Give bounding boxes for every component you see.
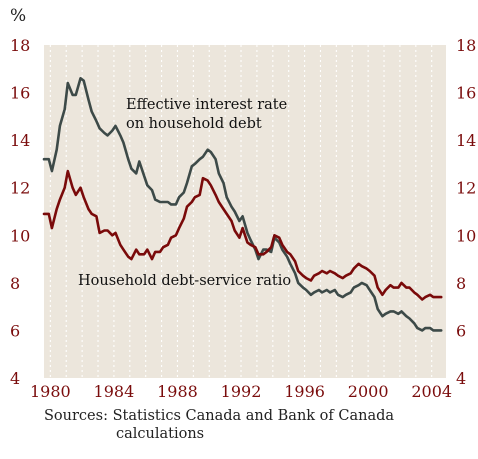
source-note: Sources: Statistics Canada and Bank of C… bbox=[44, 407, 464, 443]
y-tick-label-left: 12 bbox=[10, 179, 30, 198]
x-tick-label: 1996 bbox=[284, 382, 325, 400]
series-line-debt-service-ratio bbox=[42, 169, 443, 301]
series-label-interest-line2: on household debt bbox=[126, 116, 262, 132]
y-tick-label-right: 16 bbox=[456, 84, 476, 103]
x-tick-label: 1988 bbox=[157, 382, 198, 400]
series-line-interest-rate bbox=[42, 77, 443, 332]
x-axis: 1980 1984 1988 1992 1996 2000 2004 bbox=[30, 382, 452, 400]
line-chart: 4 6 8 10 12 14 16 18 4 6 8 10 12 14 16 18 1980 1984 1988… bbox=[10, 36, 476, 400]
y-tick-label-left: 10 bbox=[10, 226, 30, 245]
y-tick-label-left: 6 bbox=[10, 321, 20, 340]
x-tick-label: 2000 bbox=[348, 382, 389, 400]
y-tick-label-right: 4 bbox=[456, 369, 466, 388]
unit-label: % bbox=[10, 6, 27, 26]
y-tick-label-left: 4 bbox=[10, 369, 20, 388]
y-axis-right: 4 6 8 10 12 14 16 18 bbox=[456, 36, 476, 388]
source-line-2: calculations bbox=[116, 426, 205, 442]
y-tick-label-right: 10 bbox=[456, 226, 476, 245]
x-tick-label: 1980 bbox=[30, 382, 71, 400]
y-tick-label-right: 12 bbox=[456, 179, 476, 198]
plot-area bbox=[44, 45, 446, 378]
series-lines bbox=[42, 77, 443, 332]
y-tick-label-right: 18 bbox=[456, 36, 476, 55]
source-line-1: Sources: Statistics Canada and Bank of C… bbox=[44, 408, 395, 424]
y-tick-label-left: 18 bbox=[10, 36, 30, 55]
y-tick-label-left: 16 bbox=[10, 84, 30, 103]
y-tick-label-left: 14 bbox=[10, 131, 30, 150]
x-tick-label: 1992 bbox=[221, 382, 262, 400]
y-tick-label-right: 14 bbox=[456, 131, 476, 150]
y-axis-left: 4 6 8 10 12 14 16 18 bbox=[10, 36, 30, 388]
grid-lines bbox=[49, 45, 433, 378]
y-tick-label-right: 6 bbox=[456, 321, 466, 340]
x-tick-label: 1984 bbox=[94, 382, 135, 400]
y-tick-label-right: 8 bbox=[456, 274, 466, 293]
series-label-debt-service: Household debt-service ratio bbox=[78, 273, 291, 289]
x-tick-label: 2004 bbox=[411, 382, 452, 400]
y-tick-label-left: 8 bbox=[10, 274, 20, 293]
series-label-interest-line1: Effective interest rate bbox=[126, 97, 287, 113]
